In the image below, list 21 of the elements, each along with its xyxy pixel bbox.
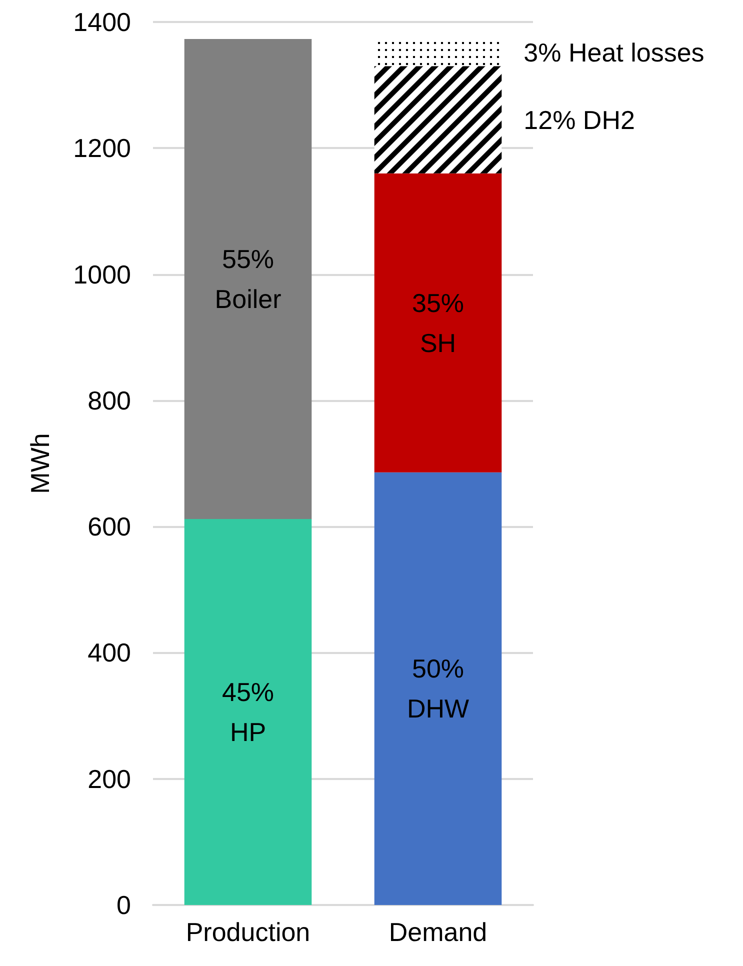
y-tick-label: 600 bbox=[88, 512, 131, 542]
y-tick-label: 400 bbox=[88, 638, 131, 668]
series-label: HP bbox=[230, 717, 266, 747]
y-tick-label: 800 bbox=[88, 385, 131, 416]
annotation: 55% bbox=[222, 244, 274, 274]
series-label: DHW bbox=[406, 694, 470, 724]
series-label: SH bbox=[420, 328, 456, 358]
annotation: 45% bbox=[222, 677, 274, 707]
y-tick-label: 1400 bbox=[73, 7, 131, 37]
text: 12% DH2 bbox=[524, 104, 635, 135]
series-label: Boiler bbox=[214, 284, 282, 314]
text: 3% Heat losses bbox=[524, 38, 704, 68]
y-tick-label: 1000 bbox=[73, 259, 131, 290]
y-tick-label: 200 bbox=[88, 764, 131, 794]
y-axis-title: MWh bbox=[25, 433, 55, 494]
x-tick-label: Production bbox=[186, 917, 310, 947]
annotation: 35% bbox=[412, 288, 464, 318]
x-tick-label: Demand bbox=[388, 917, 488, 947]
y-tick-label: 1200 bbox=[73, 133, 131, 164]
y-tick-label: 0 bbox=[116, 890, 131, 920]
annotation: 50% bbox=[412, 654, 464, 684]
